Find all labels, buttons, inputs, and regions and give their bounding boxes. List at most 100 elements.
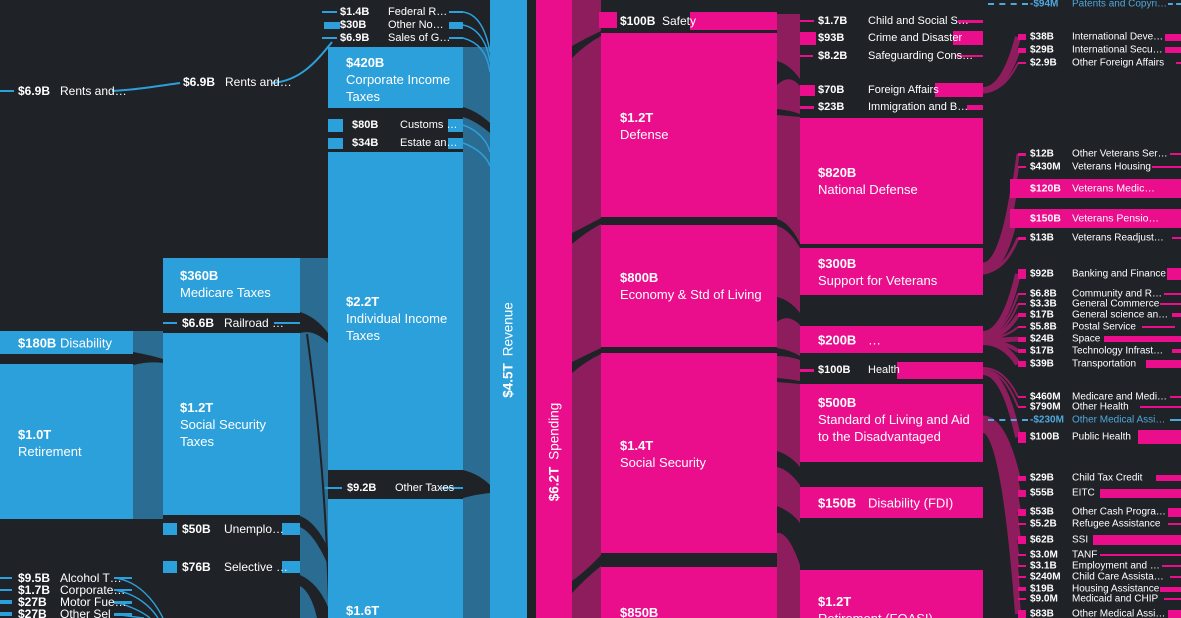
row-other-foreign-affairs-label[interactable]: Other Foreign Affairs [1072, 57, 1165, 69]
node-national-defense[interactable]: $820B National Defense [800, 118, 983, 244]
row-other-foreign-affairs-value[interactable]: $2.9B [1030, 57, 1057, 69]
node-200b[interactable]: $200B… [800, 326, 983, 353]
row-sales-of-g-value[interactable]: $6.9B [340, 32, 370, 44]
row-transportation-label[interactable]: Transportation [1072, 358, 1137, 370]
row-tanf-label[interactable]: TANF [1072, 549, 1098, 561]
row-child-care-assista-label[interactable]: Child Care Assista… [1072, 571, 1164, 583]
row-other-medical-assi-value[interactable]: -$230M [1030, 414, 1064, 426]
row-medicare-and-medi-label[interactable]: Medicare and Medi… [1072, 391, 1168, 403]
revenue-total-node[interactable] [490, 0, 527, 618]
row-crime-and-disaster-value[interactable]: $93B [818, 32, 845, 44]
row-foreign-affairs-label[interactable]: Foreign Affairs [868, 84, 939, 96]
row-safety-value[interactable]: $100B [620, 14, 656, 28]
node-standard-of-living[interactable]: $500B Standard of Living and Aid to the Di… [800, 384, 983, 462]
row-banking-and-finance-value[interactable]: $92B [1030, 268, 1054, 280]
row-postal-service-value[interactable]: $5.8B [1030, 321, 1057, 333]
row-railroad-value[interactable]: $6.6B [182, 316, 215, 330]
row-other-sel-label[interactable]: Other Sel [60, 607, 111, 618]
row-international-deve-label[interactable]: International Deve… [1072, 31, 1164, 43]
row-child-and-social-s-label[interactable]: Child and Social S… [868, 15, 969, 27]
row-other-health-label[interactable]: Other Health [1072, 401, 1129, 413]
row-alcohol-t-label[interactable]: Alcohol T… [60, 571, 122, 585]
node-medicare-taxes[interactable]: $360B Medicare Taxes [163, 258, 300, 313]
row-other-medical-assi-label[interactable]: Other Medical Assi… [1072, 608, 1166, 618]
row-other-veterans-ser-value[interactable]: $12B [1030, 148, 1054, 160]
row-estate-an-value[interactable]: $34B [352, 137, 379, 149]
row-space-label[interactable]: Space [1072, 333, 1101, 345]
row-other-sel-value[interactable]: $27B [18, 607, 47, 618]
row-other-medical-assi-label[interactable]: Other Medical Assi… [1072, 414, 1166, 426]
row-estate-an-label[interactable]: Estate an… [400, 137, 458, 149]
row-safeguarding-cons-value[interactable]: $8.2B [818, 50, 848, 62]
row-patents-and-copyri-label[interactable]: Patents and Copyri… [1072, 0, 1168, 10]
row-other-taxes-value[interactable]: $9.2B [347, 482, 377, 494]
row-other-cash-progra-value[interactable]: $53B [1030, 506, 1054, 518]
node-disability-fdi[interactable]: $150B Disability (FDI) [800, 487, 983, 518]
row-immigration-and-b-label[interactable]: Immigration and B… [868, 101, 969, 113]
node-social-security-spending[interactable]: $1.4T Social Security [601, 353, 777, 553]
row-other-cash-progra-label[interactable]: Other Cash Progra… [1072, 506, 1166, 518]
row-international-deve-value[interactable]: $38B [1030, 31, 1054, 43]
row-safety-label[interactable]: Safety [662, 14, 697, 28]
row-patents-and-copyri-value[interactable]: -$94M [1030, 0, 1059, 10]
row-safeguarding-cons-label[interactable]: Safeguarding Cons… [868, 50, 974, 62]
node-payroll-taxes[interactable]: $1.6T [328, 499, 463, 618]
row-medicare-and-medi-value[interactable]: $460M [1030, 391, 1061, 403]
row-general-science-an-label[interactable]: General science an… [1072, 309, 1169, 321]
node-safety-stub[interactable] [599, 12, 617, 28]
row-rents-and-label[interactable]: Rents and… [225, 75, 292, 89]
node-retirement[interactable]: $1.0T Retirement [0, 364, 133, 519]
node-disability[interactable]: $180B Disability [0, 331, 133, 354]
row-technology-infrast-label[interactable]: Technology Infrast… [1072, 345, 1164, 357]
row-child-tax-credit-label[interactable]: Child Tax Credit [1072, 472, 1143, 484]
node-850b[interactable]: $850B [601, 567, 777, 618]
row-crime-and-disaster-label[interactable]: Crime and Disaster [868, 32, 963, 44]
row-child-tax-credit-value[interactable]: $29B [1030, 472, 1054, 484]
row-foreign-affairs-value[interactable]: $70B [818, 84, 845, 96]
node-support-for-veterans[interactable]: $300B Support for Veterans [800, 248, 983, 295]
row-public-health-value[interactable]: $100B [1030, 431, 1060, 443]
row-motor-fue-label[interactable]: Motor Fue… [60, 595, 127, 609]
row-unemplo-value[interactable]: $50B [182, 522, 211, 536]
row-federal-r-label[interactable]: Federal R… [388, 6, 448, 18]
row-customs-label[interactable]: Customs … [400, 119, 458, 131]
row-general-commerce-value[interactable]: $3.3B [1030, 298, 1057, 310]
row-banking-and-finance-label[interactable]: Banking and Finance [1072, 268, 1166, 280]
row-railroad-label[interactable]: Railroad … [224, 316, 285, 330]
row-health-label[interactable]: Health [868, 364, 900, 376]
row-child-and-social-s-value[interactable]: $1.7B [818, 15, 848, 27]
row-child-care-assista-value[interactable]: $240M [1030, 571, 1061, 583]
node-individual-income-taxes[interactable]: $2.2T Individual Income Taxes [328, 152, 463, 470]
row-alcohol-t-value[interactable]: $9.5B [18, 571, 51, 585]
node-defense[interactable]: $1.2T Defense [601, 33, 777, 217]
row-community-and-r-value[interactable]: $6.8B [1030, 288, 1057, 300]
row-eitc-label[interactable]: EITC [1072, 487, 1095, 499]
row-rents-and-value[interactable]: $6.9B [18, 84, 51, 98]
row-refugee-assistance-label[interactable]: Refugee Assistance [1072, 518, 1161, 530]
row-other-health-value[interactable]: $790M [1030, 401, 1061, 413]
row-rents-and-label[interactable]: Rents and… [60, 84, 127, 98]
row-ssi-label[interactable]: SSI [1072, 534, 1089, 546]
row-housing-assistance-label[interactable]: Housing Assistance [1072, 583, 1160, 595]
row-unemplo-label[interactable]: Unemplo… [224, 522, 285, 536]
row-other-medical-assi-value[interactable]: $83B [1030, 608, 1054, 618]
row-veterans-readjust-label[interactable]: Veterans Readjust… [1072, 232, 1164, 244]
row-other-no-value[interactable]: $30B [340, 19, 367, 31]
row-immigration-and-b-value[interactable]: $23B [818, 101, 845, 113]
node-economy-std-of-living[interactable]: $800B Economy & Std of Living [601, 225, 777, 347]
node-social-security-taxes[interactable]: $1.2T Social Security Taxes [163, 333, 300, 515]
row-general-commerce-label[interactable]: General Commerce [1072, 298, 1160, 310]
row-corporate-value[interactable]: $1.7B [18, 583, 51, 597]
row-customs-value[interactable]: $80B [352, 119, 379, 131]
row-community-and-r-label[interactable]: Community and R… [1072, 288, 1163, 300]
node-safety[interactable] [690, 12, 777, 30]
row-space-value[interactable]: $24B [1030, 333, 1054, 345]
row-technology-infrast-value[interactable]: $17B [1030, 345, 1054, 357]
row-employment-and-label[interactable]: Employment and … [1072, 560, 1160, 572]
row-medicaid-and-chip-value[interactable]: $9.0M [1030, 593, 1058, 605]
row-employment-and-value[interactable]: $3.1B [1030, 560, 1057, 572]
row-other-taxes-label[interactable]: Other Taxes [395, 482, 455, 494]
row-health-value[interactable]: $100B [818, 364, 851, 376]
row-general-science-an-value[interactable]: $17B [1030, 309, 1054, 321]
row-transportation-value[interactable]: $39B [1030, 358, 1054, 370]
